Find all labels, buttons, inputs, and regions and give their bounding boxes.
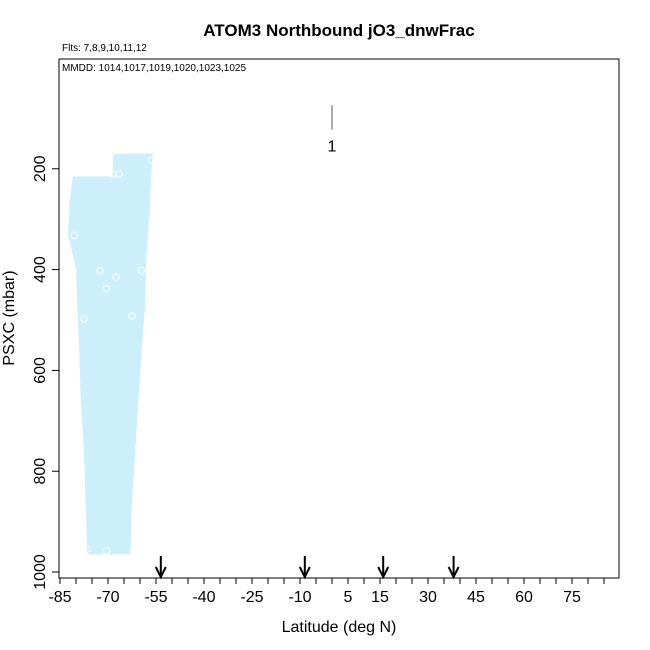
data-point	[147, 156, 155, 164]
data-point	[70, 231, 79, 240]
chart-title: ATOM3 Northbound jO3_dnwFrac	[203, 21, 474, 40]
flight-arrow	[154, 556, 167, 580]
y-tick-label: 400	[32, 256, 49, 283]
y-tick-label: 1000	[32, 554, 49, 590]
data-point	[96, 266, 104, 275]
data-point	[129, 545, 138, 554]
x-tick-label: 75	[563, 589, 581, 606]
y-tick-label: 200	[32, 155, 49, 182]
x-tick-label: 60	[515, 589, 533, 606]
x-tick-label: 15	[371, 589, 389, 606]
label-marker: 1	[328, 105, 337, 155]
data-points	[70, 156, 155, 555]
data-point	[102, 285, 111, 293]
label-marker-text: 1	[328, 138, 337, 155]
flight-arrow	[377, 556, 390, 580]
x-tick-label: -40	[192, 589, 215, 606]
data-band	[68, 153, 153, 555]
x-tick-label: -55	[144, 589, 167, 606]
x-axis-label: Latitude (deg N)	[282, 619, 397, 636]
data-point	[83, 545, 91, 554]
y-axis: 200 400 600 800 1000	[32, 155, 59, 590]
data-point	[115, 170, 123, 178]
mmdd-note: MMDD: 1014,1017,1019,1020,1023,1025	[62, 63, 246, 74]
data-point	[137, 266, 146, 275]
data-point	[102, 547, 111, 555]
x-tick-label: -70	[96, 589, 119, 606]
flight-arrow	[298, 556, 311, 580]
data-point	[80, 315, 88, 323]
x-tick-label: -25	[240, 589, 263, 606]
flight-arrow	[447, 556, 460, 580]
flight-arrow-head	[154, 566, 167, 580]
x-tick-label: 30	[419, 589, 437, 606]
y-tick-label: 800	[32, 458, 49, 485]
data-point	[112, 273, 120, 281]
data-point	[128, 312, 136, 320]
plot-frame	[58, 58, 620, 579]
y-axis-label: PSXC (mbar)	[1, 270, 18, 365]
flight-arrows	[154, 556, 460, 580]
band-area	[68, 153, 153, 555]
y-tick-label: 600	[32, 357, 49, 384]
flight-arrow-head	[298, 566, 311, 580]
x-tick-label: 5	[344, 589, 353, 606]
x-tick-label: 45	[467, 589, 485, 606]
x-axis: -85 -70 -55 -40 -25 -10 5 15 30 45 60 75	[48, 578, 605, 606]
flight-arrow-head	[447, 566, 460, 580]
flight-arrow-head	[377, 566, 390, 580]
flights-note: Flts: 7,8,9,10,11,12	[62, 43, 147, 54]
x-tick-label: -10	[288, 589, 311, 606]
x-tick-label: -85	[48, 589, 71, 606]
